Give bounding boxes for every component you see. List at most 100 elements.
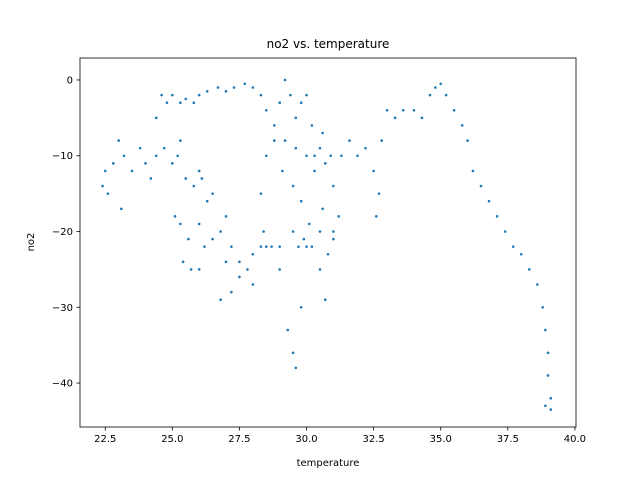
point (348, 139, 351, 142)
point (184, 177, 188, 180)
x-tick-label: 37.5 (497, 434, 519, 445)
point (251, 252, 255, 256)
y-tick-label: −10 (52, 151, 73, 162)
y-tick-label: −20 (52, 227, 73, 238)
y-tick-label: −40 (52, 379, 73, 390)
point (149, 177, 153, 180)
point (162, 146, 166, 150)
point (189, 268, 193, 271)
point (294, 116, 298, 120)
point (176, 154, 179, 158)
point (420, 116, 424, 120)
point (281, 169, 284, 173)
x-tick-label: 22.5 (94, 434, 116, 445)
point (120, 207, 123, 211)
point (444, 93, 448, 97)
point (205, 199, 209, 203)
point (144, 162, 147, 165)
point (375, 215, 378, 218)
point (187, 237, 190, 241)
point (364, 146, 367, 150)
point (318, 268, 322, 271)
point (197, 93, 201, 97)
point (479, 184, 483, 188)
point (264, 245, 268, 248)
point (466, 139, 469, 142)
point (130, 169, 134, 173)
point (428, 93, 432, 97)
point (197, 222, 201, 226)
point (291, 230, 295, 233)
point (380, 139, 383, 142)
point (291, 351, 295, 355)
point (318, 230, 322, 233)
point (291, 184, 295, 188)
point (192, 184, 196, 188)
point (246, 268, 249, 271)
point (111, 162, 115, 165)
point (511, 245, 515, 248)
point (356, 154, 359, 158)
point (305, 93, 308, 97)
point (259, 192, 263, 195)
point (259, 245, 263, 248)
point (160, 93, 163, 97)
point (224, 90, 228, 93)
point (283, 78, 287, 82)
point (270, 245, 273, 248)
point (299, 199, 303, 203)
point (216, 86, 220, 89)
chart-title: no2 vs. temperature (267, 37, 390, 51)
point (278, 101, 281, 105)
x-tick-label: 27.5 (228, 434, 250, 445)
point (549, 396, 553, 400)
point (305, 154, 308, 158)
point (219, 230, 222, 233)
point (203, 245, 206, 248)
point (393, 116, 397, 120)
point (103, 169, 107, 173)
point (549, 408, 553, 411)
point (230, 290, 233, 294)
point (546, 374, 550, 377)
x-tick-label: 40.0 (564, 434, 586, 445)
x-tick-label: 25.0 (161, 434, 183, 445)
point (224, 260, 228, 264)
point (297, 245, 300, 248)
point (299, 305, 303, 309)
point (321, 207, 324, 211)
point (278, 268, 281, 271)
point (310, 245, 314, 248)
point (495, 215, 499, 218)
point (259, 93, 263, 97)
point (294, 366, 298, 370)
point (219, 298, 222, 302)
point (294, 146, 298, 150)
point (251, 283, 255, 286)
point (536, 283, 539, 286)
point (224, 215, 228, 218)
point (460, 124, 464, 127)
point (243, 82, 247, 86)
point (340, 154, 343, 158)
point (337, 215, 341, 218)
point (313, 154, 316, 158)
point (197, 268, 201, 271)
plot-frame (79, 57, 577, 428)
point (544, 404, 547, 408)
point (106, 192, 110, 195)
point (200, 177, 204, 180)
point (302, 237, 306, 241)
point (377, 192, 381, 195)
x-axis-label: temperature (297, 458, 360, 469)
point (321, 131, 324, 135)
point (101, 184, 104, 188)
point (313, 169, 316, 173)
point (452, 108, 456, 112)
point (305, 245, 308, 248)
point (171, 93, 174, 97)
point (192, 101, 196, 105)
